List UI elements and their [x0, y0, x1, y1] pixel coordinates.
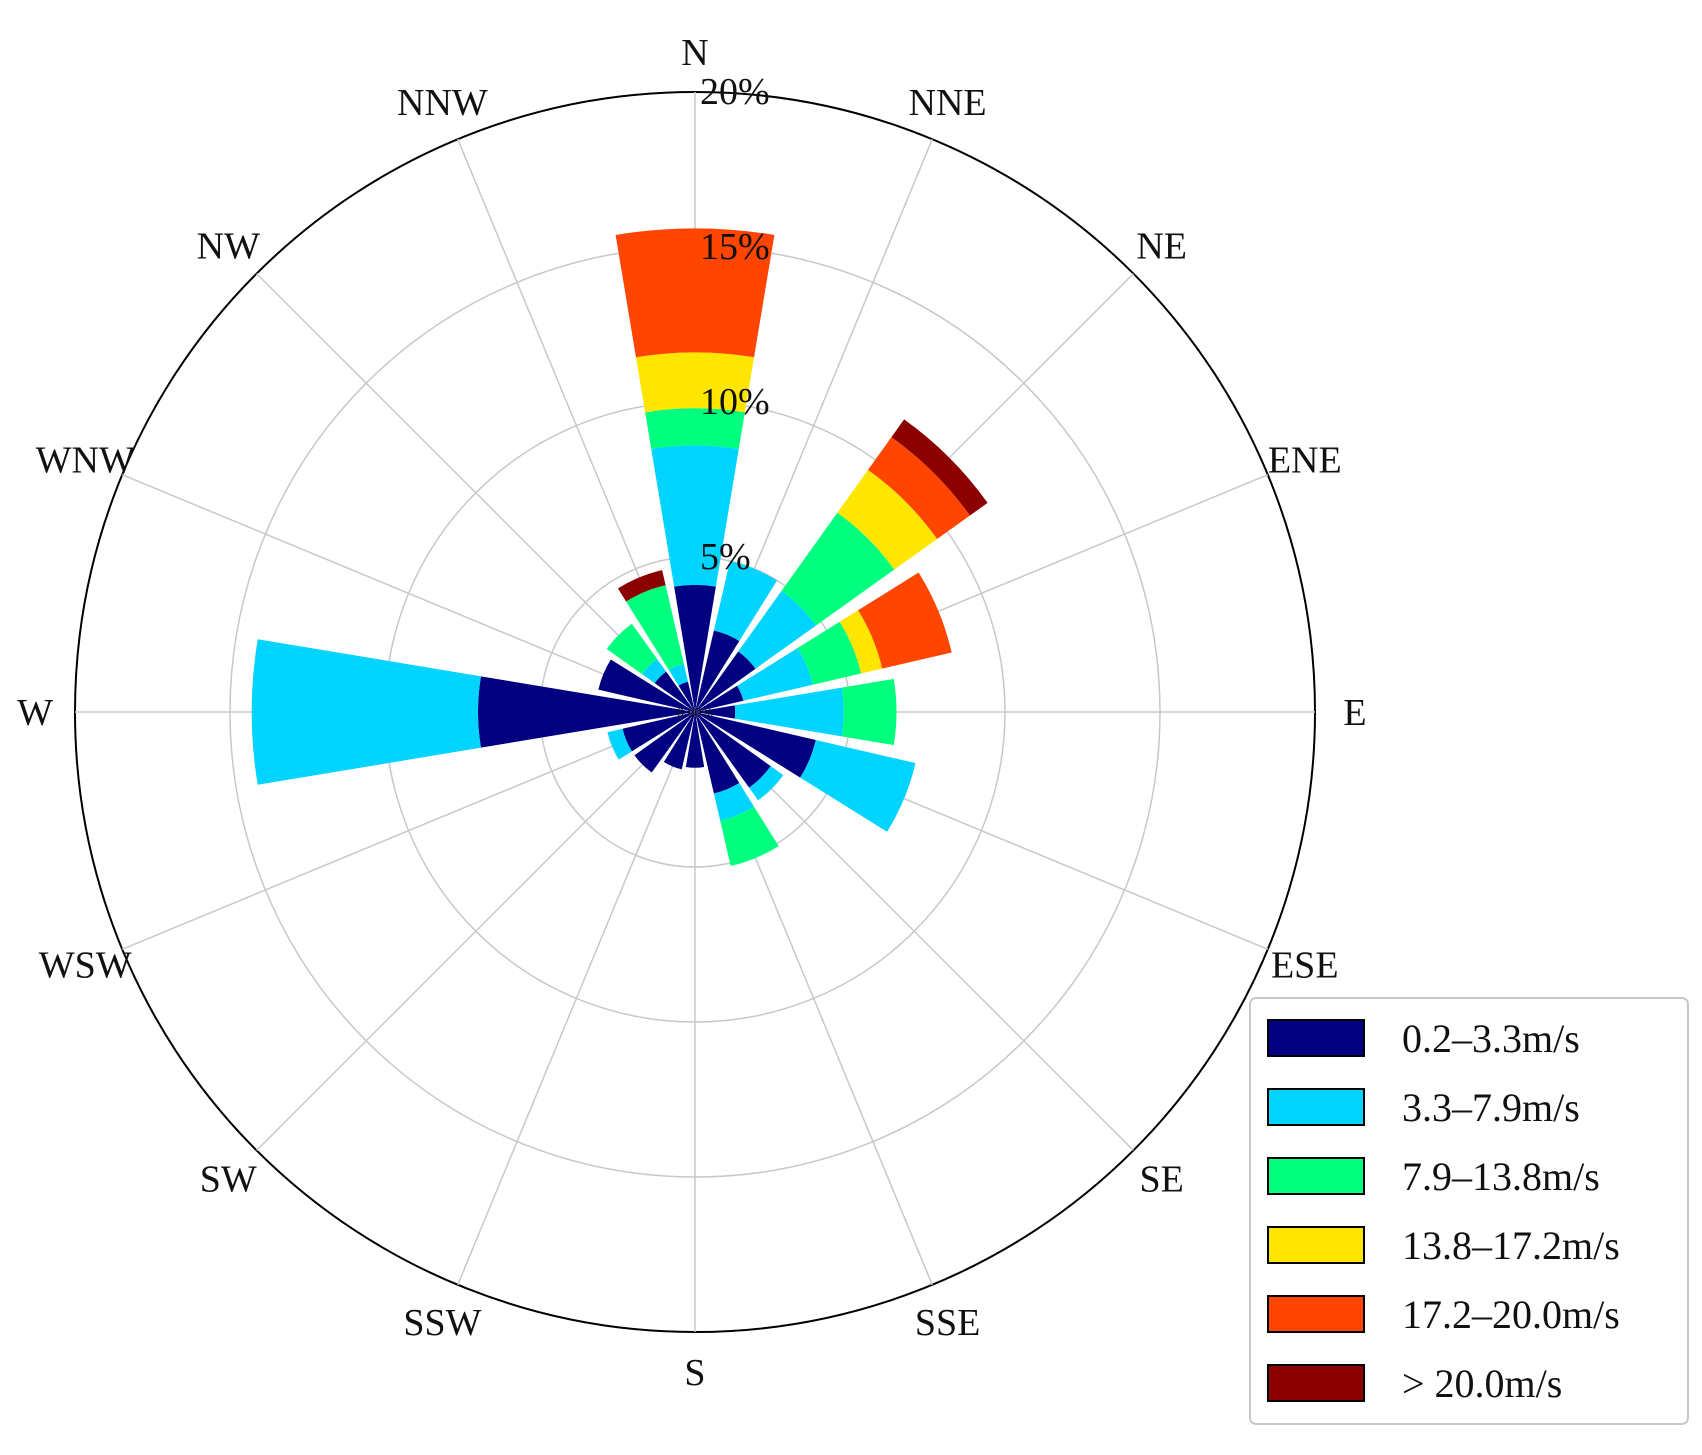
- bar-ene-bin-2: [737, 648, 813, 701]
- legend-swatch-1: [1267, 1019, 1365, 1057]
- bar-nw-bin-2: [642, 659, 667, 684]
- bar-se-bin-1: [695, 712, 771, 788]
- bar-e-bin-2: [734, 687, 844, 737]
- legend-swatch-5: [1267, 1295, 1365, 1333]
- direction-label-nnw: NNW: [397, 82, 488, 124]
- legend-swatch-3: [1267, 1157, 1365, 1195]
- direction-label-s: S: [684, 1352, 705, 1394]
- bar-n-bin-2: [651, 445, 739, 587]
- direction-label-ne: NE: [1136, 225, 1187, 267]
- bar-w-bin-1: [478, 676, 695, 748]
- bar-ene-bin-4: [839, 610, 883, 674]
- bar-wnw-bin-1: [598, 659, 695, 712]
- bar-wsw-bin-1: [622, 712, 695, 752]
- bar-ese-bin-2: [800, 739, 916, 832]
- direction-label-ene: ENE: [1268, 439, 1342, 481]
- bar-ese-bin-1: [695, 712, 816, 778]
- direction-label-n: N: [681, 32, 708, 74]
- bar-ne-bin-2: [738, 590, 817, 669]
- legend-swatch-6: [1267, 1364, 1365, 1402]
- bar-e-bin-3: [841, 678, 897, 746]
- direction-label-nne: NNE: [909, 82, 987, 124]
- direction-label-wnw: WNW: [36, 439, 135, 481]
- axis-labels: N NNE NE ENE E ESE SE SSE S SSW SW WSW W WNW NW NNW 5% 10…: [17, 32, 1367, 1394]
- bar-wsw-bin-2: [607, 728, 632, 760]
- bar-n-bin-4: [635, 352, 755, 413]
- legend: 0.2–3.3m/s 3.3–7.9m/s 7.9–13.8m/s 13.8–17.2…: [1249, 997, 1689, 1425]
- grid-spoke-ssw: [457, 711, 696, 1286]
- bar-ene-bin-3: [797, 621, 862, 685]
- bar-e-bin-1: [695, 705, 736, 719]
- bar-n-bin-5: [615, 228, 775, 358]
- bar-nnw-bin-1: [678, 681, 695, 712]
- legend-label-6: > 20.0m/s: [1402, 1361, 1562, 1406]
- ring-label-15: 15%: [700, 226, 770, 268]
- bar-nne-bin-1: [695, 630, 740, 712]
- bar-nw-bin-3: [606, 623, 658, 675]
- bar-ene-bin-5: [858, 572, 952, 669]
- ring-label-20: 20%: [700, 71, 770, 113]
- bar-ne-bin-6: [891, 419, 988, 516]
- bar-sse-bin-1: [695, 712, 740, 794]
- direction-label-ese: ESE: [1271, 945, 1339, 987]
- direction-label-ssw: SSW: [403, 1302, 481, 1344]
- bar-nne-bin-2: [713, 561, 778, 641]
- bar-ne-bin-3: [781, 512, 895, 626]
- legend-label-3: 7.9–13.8m/s: [1402, 1154, 1600, 1199]
- grid-spoke-wnw: [121, 474, 696, 713]
- bar-n-bin-1: [674, 584, 716, 712]
- bar-ne-bin-4: [837, 469, 938, 570]
- bar-ne-bin-5: [868, 437, 970, 539]
- center-label: 0.00%: [677, 706, 714, 721]
- bar-nnw-bin-3: [626, 585, 684, 670]
- grid-spoke-wsw: [121, 711, 696, 950]
- ring-label-10: 10%: [700, 381, 770, 423]
- legend-label-4: 13.8–17.2m/s: [1402, 1223, 1620, 1268]
- bar-n-bin-3: [645, 408, 745, 450]
- bar-nnw-bin-2: [668, 663, 689, 686]
- bar-s-bin-1: [685, 712, 705, 768]
- wind-rose-bars: [251, 228, 988, 867]
- legend-swatch-2: [1267, 1088, 1365, 1126]
- bar-ne-bin-1: [695, 651, 756, 712]
- direction-label-w: W: [17, 692, 53, 734]
- bar-w-bin-2: [251, 639, 481, 785]
- direction-label-sw: SW: [200, 1159, 257, 1201]
- direction-label-sse: SSE: [915, 1302, 980, 1344]
- legend-swatch-4: [1267, 1226, 1365, 1264]
- bar-ssw-bin-1: [663, 712, 695, 770]
- bar-ene-bin-1: [695, 685, 744, 712]
- grid-spoke-sw: [256, 711, 696, 1151]
- direction-label-wsw: WSW: [39, 945, 132, 987]
- bar-se-bin-2: [749, 766, 784, 801]
- bar-nw-bin-1: [654, 671, 695, 712]
- direction-label-e: E: [1343, 692, 1366, 734]
- legend-label-2: 3.3–7.9m/s: [1402, 1085, 1580, 1130]
- ring-label-5: 5%: [700, 536, 751, 578]
- bar-sw-bin-1: [634, 712, 695, 773]
- direction-label-se: SE: [1140, 1159, 1184, 1201]
- bar-sse-bin-3: [720, 806, 779, 867]
- direction-label-nw: NW: [197, 225, 260, 267]
- bar-sse-bin-2: [713, 783, 755, 821]
- legend-label-1: 0.2–3.3m/s: [1402, 1016, 1580, 1061]
- legend-label-5: 17.2–20.0m/s: [1402, 1292, 1620, 1337]
- bar-nnw-bin-6: [617, 570, 666, 602]
